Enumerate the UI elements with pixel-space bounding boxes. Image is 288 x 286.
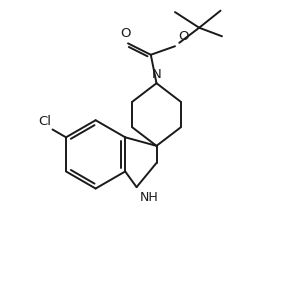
Text: NH: NH bbox=[140, 190, 159, 204]
Text: N: N bbox=[151, 68, 161, 81]
Text: Cl: Cl bbox=[38, 115, 51, 128]
Text: O: O bbox=[178, 30, 188, 43]
Text: O: O bbox=[120, 27, 130, 40]
